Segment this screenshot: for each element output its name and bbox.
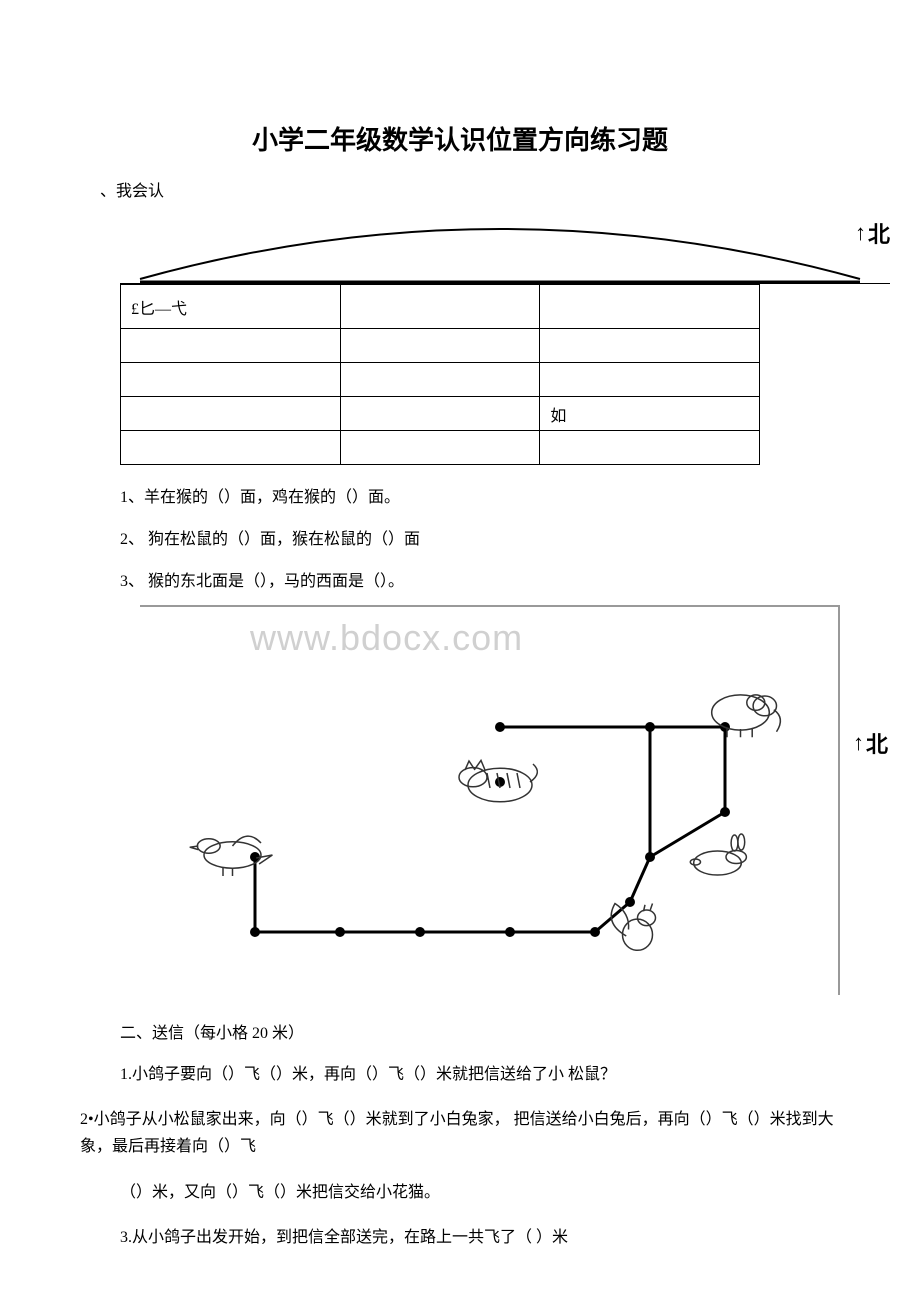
figure1: ↑ 北 £匕—弋如 <box>120 209 840 465</box>
arrow-up-icon: ↑ <box>855 222 866 244</box>
grid-cell <box>340 329 540 363</box>
question-2-2: 2•小鸽子从小松鼠家出来，向（）飞（）米就到了小白兔家， 把信送给小白兔后，再向… <box>80 1106 840 1160</box>
grid-cell <box>121 431 341 465</box>
grid-cell <box>540 329 760 363</box>
north-label-1: 北 <box>868 217 890 249</box>
grid-cell <box>121 397 341 431</box>
arrow-up-icon: ↑ <box>853 732 864 754</box>
cat-icon <box>445 752 545 812</box>
question-2-1: 1.小鸽子要向（）飞（）米，再向（）飞（）米就把信送给了小 松鼠？ <box>120 1061 840 1088</box>
figure1-svg <box>120 209 890 284</box>
question-1-2: 2、 狗在松鼠的（）面，猴在松鼠的（）面 <box>120 525 840 549</box>
rabbit-icon <box>675 832 760 882</box>
grid-cell <box>540 363 760 397</box>
grid-cell <box>540 431 760 465</box>
grid-cell: £匕—弋 <box>121 285 341 329</box>
question-1-1: 1、羊在猴的（）面，鸡在猴的（）面。 <box>120 483 840 507</box>
north-label-2: 北 <box>866 727 888 759</box>
grid-cell <box>340 285 540 329</box>
grid-cell <box>340 431 540 465</box>
north-indicator-2: ↑ 北 <box>853 727 888 759</box>
question-1-3: 3、 猴的东北面是（），马的西面是（）。 <box>120 567 840 591</box>
section1-label: 、我会认 <box>100 177 840 201</box>
section2-title: 二、送信（每小格 20 米） <box>120 1019 840 1043</box>
pigeon-icon <box>185 822 280 882</box>
figure2: www.bdocx.com ↑ 北 <box>140 605 840 995</box>
grid-cell <box>540 285 760 329</box>
figure1-arc-area: ↑ 北 <box>120 209 890 284</box>
page-title: 小学二年级数学认识位置方向练习题 <box>80 120 840 157</box>
question-2-3: 3.从小鸽子出发开始，到把信全部送完，在路上一共飞了（ ）米 <box>120 1224 840 1251</box>
animal-grid: £匕—弋如 <box>120 284 760 465</box>
grid-cell: 如 <box>540 397 760 431</box>
grid-cell <box>340 397 540 431</box>
squirrel-icon <box>600 897 675 962</box>
question-2-2b: （）米，又向（）飞（）米把信交给小花猫。 <box>120 1179 840 1206</box>
elephant-icon <box>700 685 790 740</box>
grid-cell <box>121 363 341 397</box>
grid-cell <box>121 329 341 363</box>
grid-cell <box>340 363 540 397</box>
north-indicator-1: ↑ 北 <box>855 217 890 249</box>
